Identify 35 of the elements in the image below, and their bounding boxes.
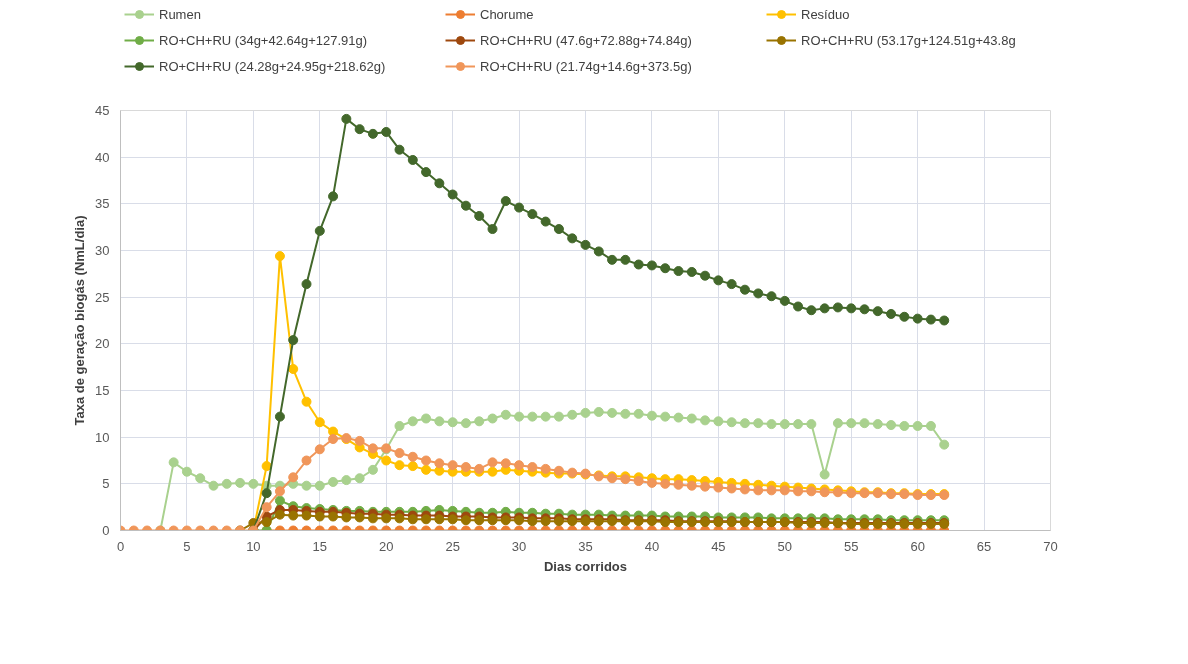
legend-label: Chorume: [480, 6, 535, 22]
x-tick-label: 10: [246, 538, 261, 554]
y-tick-label: 5: [102, 476, 110, 492]
legend-label: RO+CH+RU (34g+42.64g+127.91g): [159, 32, 369, 48]
y-tick-label: 30: [95, 243, 110, 258]
y-axis-title: Taxa de geração biogás (NmL/dia): [72, 215, 88, 426]
x-tick-label: 45: [711, 538, 726, 554]
y-tick-label: 20: [95, 336, 110, 352]
y-tick-label: 35: [95, 196, 110, 212]
x-tick-label: 30: [511, 538, 527, 554]
legend-label: RO+CH+RU (24.28g+24.95g+218.62g): [159, 58, 387, 74]
x-tick-label: 55: [843, 538, 859, 554]
y-tick-label: 15: [95, 383, 110, 398]
y-tick-label: 10: [95, 429, 110, 445]
legend-label: RO+CH+RU (47.6g+72.88g+74.84g): [480, 32, 693, 48]
x-tick-label: 35: [578, 538, 593, 554]
legend-label: RO+CH+RU (21.74g+14.6g+373.5g): [480, 58, 693, 74]
x-tick-label: 5: [183, 538, 191, 554]
x-tick-label: 15: [312, 538, 328, 554]
legend-label: Resíduo: [801, 6, 851, 22]
x-tick-label: 20: [378, 538, 394, 554]
legend-label: Rumen: [159, 6, 202, 22]
x-tick-label: 40: [644, 538, 660, 554]
y-tick-label: 45: [95, 103, 110, 118]
y-tick-label: 25: [95, 289, 110, 305]
x-tick-label: 50: [777, 538, 793, 554]
y-tick-label: 40: [95, 149, 110, 165]
x-tick-label: 0: [116, 538, 125, 554]
y-tick-label: 0: [102, 523, 110, 538]
legend-label: RO+CH+RU (53.17g+124.51g+43.8g: [801, 32, 1017, 48]
x-axis-title: Dias corridos: [543, 558, 628, 574]
x-tick-label: 70: [1043, 538, 1058, 554]
x-tick-label: 25: [445, 538, 460, 554]
x-tick-label: 65: [976, 538, 992, 554]
x-tick-label: 60: [910, 538, 925, 554]
